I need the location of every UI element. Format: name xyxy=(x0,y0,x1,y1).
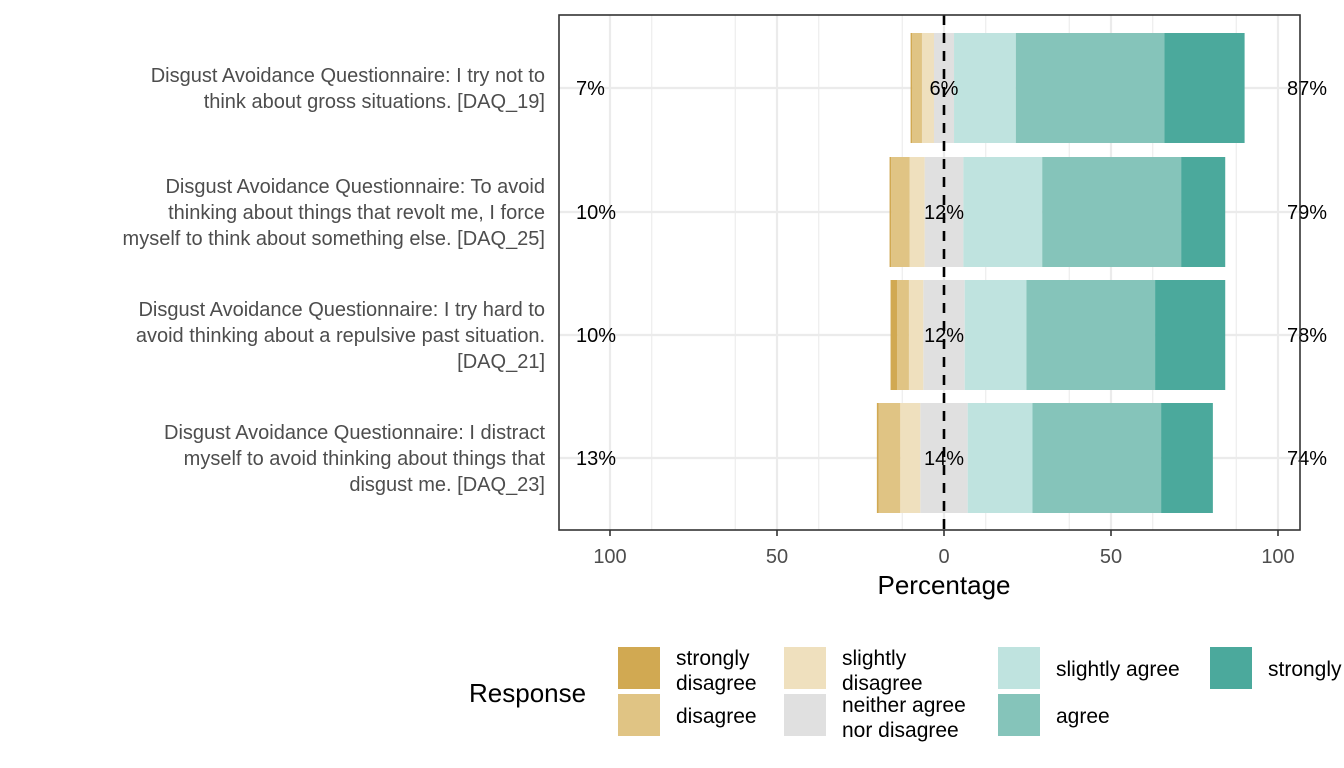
item-label-line: think about gross situations. [DAQ_19] xyxy=(204,91,545,113)
legend-key-slightly-disagree xyxy=(784,647,826,689)
legend-label: disagree xyxy=(676,672,757,695)
x-tick-label: 100 xyxy=(593,546,626,568)
bar-segment-strongly-disagree xyxy=(910,33,913,143)
legend-title: Response xyxy=(469,678,586,708)
center-percent-label: 12% xyxy=(924,325,964,347)
x-axis-ticks: 100 50 0 50 100 xyxy=(593,530,1295,568)
bar-segment-strongly-agree xyxy=(1181,157,1226,267)
right-percent-label: 87% xyxy=(1287,78,1327,100)
left-percent-label: 10% xyxy=(576,325,616,347)
bar-segment-slightly-disagree xyxy=(921,33,934,143)
bar-segment-neither-agree-nor-disagree xyxy=(944,33,955,143)
x-tick-label: 100 xyxy=(1261,546,1294,568)
center-percent-label: 12% xyxy=(924,202,964,224)
bar-segment-agree xyxy=(1015,33,1165,143)
left-percent-label: 7% xyxy=(576,78,605,100)
bar-segment-neither-agree-nor-disagree xyxy=(944,403,968,513)
percent-labels: 7% 6% 87% 10% 12% 79% 10% 12% 78% 13% 14% 74% xyxy=(576,78,1327,470)
bar-segment-slightly-disagree xyxy=(900,403,921,513)
legend-label: nor disagree xyxy=(842,719,959,742)
bar-segment-strongly-disagree xyxy=(890,280,898,390)
legend-label: neither agree xyxy=(842,694,966,717)
item-label-line: disgust me. [DAQ_23] xyxy=(349,474,545,496)
legend-label: strongly agree xyxy=(1268,658,1344,681)
left-percent-label: 10% xyxy=(576,202,616,224)
item-label-line: Disgust Avoidance Questionnaire: I try n… xyxy=(151,65,545,87)
bar-segment-neither-agree-nor-disagree xyxy=(944,280,965,390)
legend-label: strongly xyxy=(676,647,750,670)
bar-segment-disagree xyxy=(891,157,910,267)
item-label-line: myself to avoid thinking about things th… xyxy=(184,448,546,470)
item-label-line: avoid thinking about a repulsive past si… xyxy=(136,325,545,347)
bar-segment-neither-agree-nor-disagree xyxy=(933,33,944,143)
item-label-line: Disgust Avoidance Questionnaire: To avoi… xyxy=(165,176,545,198)
legend-key-agree xyxy=(998,694,1040,736)
legend-key-strongly-agree xyxy=(1210,647,1252,689)
bar-segment-agree xyxy=(1032,403,1162,513)
bar-segment-slightly-agree xyxy=(967,403,1033,513)
legend-key-strongly-disagree xyxy=(618,647,660,689)
item-label-line: Disgust Avoidance Questionnaire: I distr… xyxy=(164,422,545,444)
legend-label: agree xyxy=(1056,705,1110,728)
bar-segment-disagree xyxy=(897,280,909,390)
left-percent-label: 13% xyxy=(576,448,616,470)
legend-label: slightly xyxy=(842,647,907,670)
bar-segment-strongly-agree xyxy=(1161,403,1213,513)
x-tick-label: 50 xyxy=(1100,546,1122,568)
bar-segment-slightly-disagree xyxy=(909,157,925,267)
legend: Response stronglydisagreedisagreeslightl… xyxy=(469,647,1344,742)
bar-segment-slightly-disagree xyxy=(908,280,924,390)
right-percent-label: 74% xyxy=(1287,448,1327,470)
bar-segments xyxy=(876,33,1245,513)
bar-segment-strongly-agree xyxy=(1155,280,1226,390)
bar-segment-disagree xyxy=(912,33,922,143)
item-labels: Disgust Avoidance Questionnaire: I try n… xyxy=(123,65,546,496)
bar-segment-agree xyxy=(1026,280,1156,390)
center-percent-label: 6% xyxy=(930,78,959,100)
bar-segment-slightly-agree xyxy=(964,280,1027,390)
legend-key-slightly-agree xyxy=(998,647,1040,689)
legend-label: disagree xyxy=(842,672,923,695)
item-label-line: Disgust Avoidance Questionnaire: I try h… xyxy=(138,299,545,321)
bar-segment-strongly-agree xyxy=(1164,33,1245,143)
x-axis-title: Percentage xyxy=(878,570,1011,600)
center-percent-label: 14% xyxy=(924,448,964,470)
bar-segment-neither-agree-nor-disagree xyxy=(944,157,964,267)
bar-segment-neither-agree-nor-disagree xyxy=(923,280,944,390)
bar-segment-strongly-disagree xyxy=(889,157,892,267)
item-label-line: [DAQ_21] xyxy=(457,351,545,373)
bar-segment-strongly-disagree xyxy=(876,403,879,513)
panel-border xyxy=(558,14,1301,531)
bar-segment-neither-agree-nor-disagree xyxy=(920,403,944,513)
bar-segment-slightly-agree xyxy=(954,33,1016,143)
legend-label: slightly agree xyxy=(1056,658,1180,681)
x-tick-label: 50 xyxy=(766,546,788,568)
item-label-line: myself to think about something else. [D… xyxy=(123,228,545,250)
bar-segment-disagree xyxy=(878,403,901,513)
right-percent-label: 79% xyxy=(1287,202,1327,224)
legend-key-neither-agree-nor-disagree xyxy=(784,694,826,736)
legend-label: disagree xyxy=(676,705,757,728)
bar-segment-agree xyxy=(1042,157,1182,267)
bar-segment-neither-agree-nor-disagree xyxy=(924,157,944,267)
right-percent-label: 78% xyxy=(1287,325,1327,347)
bar-segment-slightly-agree xyxy=(963,157,1043,267)
x-tick-label: 0 xyxy=(938,546,949,568)
item-label-line: thinking about things that revolt me, I … xyxy=(168,202,545,224)
legend-key-disagree xyxy=(618,694,660,736)
